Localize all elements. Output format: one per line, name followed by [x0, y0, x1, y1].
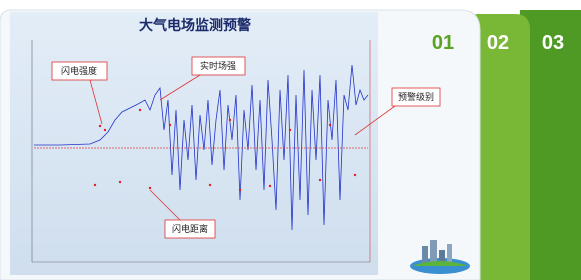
page: 01 02 03 大气电场监测预警 闪电强度 实时场强 预警级别 闪电距离 — [0, 0, 581, 280]
chart-title: 大气电场监测预警 — [139, 17, 251, 34]
callout-label: 闪电距离 — [172, 223, 208, 235]
screen: 01 02 03 大气电场监测预警 闪电强度 实时场强 预警级别 闪电距离 — [0, 0, 581, 280]
tab-label[interactable]: 03 — [542, 32, 564, 54]
callout-label: 预警级别 — [398, 91, 434, 103]
callout-label: 实时场强 — [200, 60, 236, 72]
callout-label: 闪电强度 — [61, 65, 97, 77]
tab-label[interactable]: 01 — [432, 32, 454, 54]
tab-label[interactable]: 02 — [487, 32, 509, 54]
